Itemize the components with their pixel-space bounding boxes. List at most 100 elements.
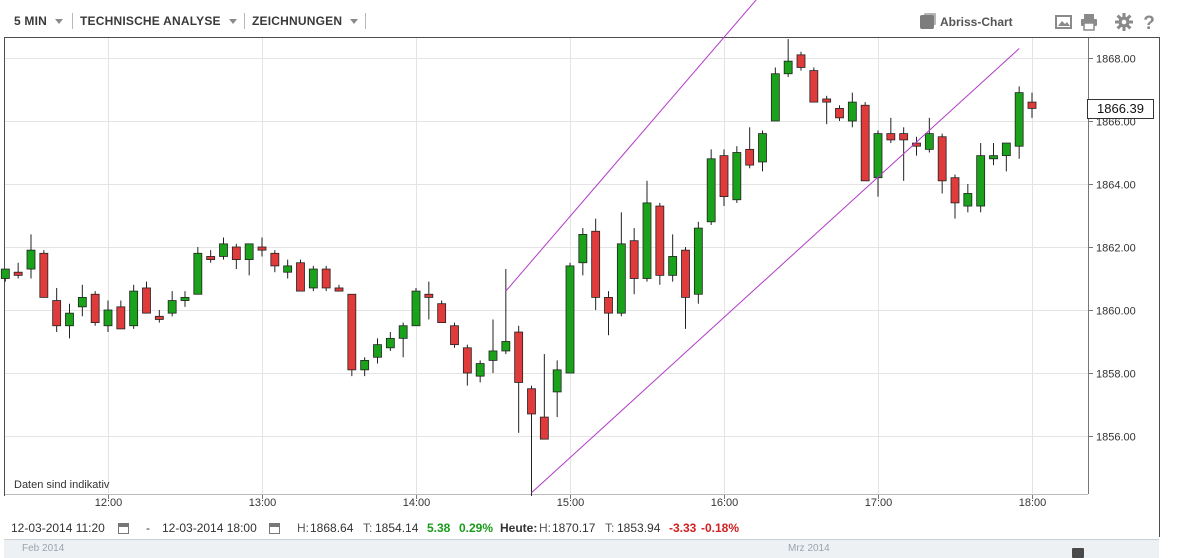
calendar-icon[interactable]: [118, 523, 129, 534]
chevron-down-icon: [55, 19, 64, 25]
candle-up: [873, 130, 883, 197]
technical-analysis-dropdown[interactable]: TECHNISCHE ANALYSE: [80, 13, 237, 29]
candle-down: [347, 293, 357, 377]
candle-body: [219, 243, 228, 257]
candle-down: [822, 95, 832, 125]
y-tick-label: 1866.00: [1096, 117, 1136, 129]
candle-body: [539, 416, 549, 440]
today-change-value: -3.33: [669, 521, 697, 535]
candle-body: [604, 296, 613, 314]
candle-up: [283, 259, 293, 279]
candle-body: [116, 306, 126, 330]
candle-body: [732, 152, 742, 201]
y-tick-label: 1868.00: [1096, 54, 1136, 66]
candle-up: [565, 262, 575, 374]
candle-down: [52, 287, 62, 333]
candle-down: [270, 250, 280, 273]
candle-body: [26, 249, 36, 270]
y-tick-label: 1862.00: [1096, 243, 1136, 255]
candle-body: [681, 249, 690, 298]
abriss-chart-button[interactable]: Abriss-Chart: [920, 13, 1013, 31]
candle-up: [783, 39, 793, 77]
calendar-icon[interactable]: [269, 523, 280, 534]
x-tick-label: 15:00: [557, 497, 585, 509]
x-tick-label: 16:00: [711, 497, 739, 509]
candle-up: [398, 322, 408, 358]
candle-down: [450, 322, 459, 348]
y-tick-label: 1864.00: [1096, 180, 1136, 192]
y-tick-label: 1860.00: [1096, 306, 1136, 318]
candle-body: [334, 287, 344, 292]
toolbar-divider: [72, 13, 73, 29]
candle-up: [963, 184, 973, 213]
candle-body: [52, 300, 62, 327]
candle-up: [411, 287, 421, 327]
candle-down: [1027, 92, 1037, 118]
low-value: 1854.14: [375, 521, 419, 535]
candle-body: [591, 230, 601, 298]
candle-body: [1014, 92, 1024, 147]
candle-body: [244, 243, 254, 261]
candle-up: [732, 146, 742, 203]
candle-body: [475, 363, 485, 377]
candle-up: [847, 92, 857, 128]
interval-dropdown[interactable]: 5 MIN: [14, 13, 64, 29]
candle-up: [501, 269, 511, 355]
candle-up: [758, 130, 767, 172]
candle-body: [77, 296, 87, 308]
candle-up: [103, 300, 113, 333]
candle-up: [475, 360, 485, 383]
candle-body: [398, 325, 408, 339]
candle-down: [860, 102, 870, 182]
candle-body: [565, 265, 575, 374]
candle-up: [616, 212, 626, 317]
candle-up: [77, 284, 87, 317]
candle-down: [334, 284, 344, 292]
candle-up: [167, 291, 177, 317]
candle-body: [822, 98, 832, 103]
candle-down: [321, 265, 331, 292]
candle-down: [206, 250, 216, 263]
candle-body: [65, 312, 74, 327]
x-axis-labels: 12:00 13:00 14:00 15:00 16:00 17:00 18:00: [95, 497, 1047, 509]
date-from[interactable]: 12-03-2014 11:20: [11, 521, 105, 535]
candle-up: [180, 291, 190, 307]
drawings-label: ZEICHNUNGEN: [252, 14, 343, 28]
candle-down: [796, 51, 806, 71]
candle-body: [527, 388, 536, 415]
candle-body: [13, 271, 23, 276]
candle-down: [424, 281, 434, 320]
candle-down: [231, 243, 241, 270]
candle-up: [360, 357, 370, 377]
candle-down: [655, 202, 665, 285]
candle-body: [578, 233, 588, 264]
x-tick-label: 17:00: [865, 497, 893, 509]
candle-body: [411, 290, 421, 327]
candle-body: [1001, 142, 1011, 157]
candle-body: [552, 369, 562, 393]
candle-down: [629, 228, 639, 295]
image-icon[interactable]: [1054, 12, 1074, 32]
help-icon[interactable]: ?: [1139, 12, 1159, 32]
candle-up: [385, 332, 395, 351]
time-navigator[interactable]: Feb 2014 Mrz 2014: [4, 539, 1159, 558]
navigator-label-right: Mrz 2014: [788, 543, 830, 554]
change-value: 5.38: [427, 521, 451, 535]
candle-body: [783, 60, 793, 75]
high-label: H:: [297, 521, 309, 535]
candle-down: [604, 291, 613, 336]
candle-body: [758, 133, 767, 163]
candle-body: [488, 350, 498, 361]
date-to[interactable]: 12-03-2014 18:00: [162, 521, 257, 535]
navigator-handle[interactable]: [1072, 548, 1084, 558]
chevron-down-icon: [350, 19, 359, 25]
high-value: 1868.64: [310, 521, 354, 535]
gear-icon[interactable]: [1114, 12, 1134, 32]
candle-body: [668, 256, 678, 276]
print-icon[interactable]: [1079, 12, 1099, 32]
drawings-dropdown[interactable]: ZEICHNUNGEN: [252, 13, 359, 29]
candle-body: [424, 293, 434, 298]
trend-channel-line: [531, 48, 1020, 494]
candle-body: [321, 268, 331, 289]
